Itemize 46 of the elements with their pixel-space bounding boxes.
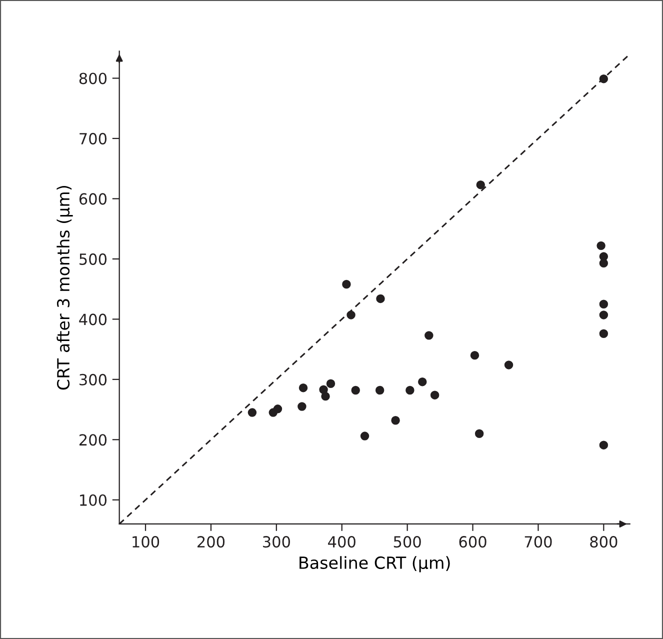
- y-tick-label: 500: [80, 253, 107, 265]
- point: [424, 331, 434, 340]
- point: [418, 377, 427, 386]
- point: [406, 386, 414, 395]
- point: [376, 294, 385, 304]
- x-tick-label: 400: [328, 536, 356, 548]
- point: [470, 350, 480, 360]
- y-tick-label: 100: [80, 494, 107, 506]
- point: [430, 390, 440, 400]
- point: [474, 429, 484, 438]
- point: [599, 258, 608, 268]
- y-axis-title: CRT after 3 months (µm): [56, 186, 73, 390]
- point: [476, 180, 485, 190]
- y-tick-label: 400: [79, 314, 107, 326]
- point: [298, 402, 306, 411]
- point: [326, 379, 336, 388]
- point: [391, 416, 400, 425]
- point: [599, 74, 608, 84]
- point: [273, 404, 282, 414]
- x-tick-label: 800: [590, 536, 618, 548]
- point: [298, 383, 308, 392]
- x-tick-label: 200: [198, 536, 225, 548]
- x-axis-title: Baseline CRT (µm): [300, 556, 450, 572]
- x-tick-label: 300: [263, 536, 290, 548]
- x-tick-label: 500: [394, 536, 421, 548]
- y-tick-label: 600: [79, 193, 107, 205]
- point: [596, 241, 606, 250]
- point: [248, 408, 257, 417]
- point: [375, 386, 384, 395]
- point: [346, 310, 356, 320]
- point: [599, 310, 608, 320]
- point: [351, 386, 360, 395]
- point: [599, 440, 608, 450]
- y-tick-label: 800: [79, 72, 107, 84]
- point: [599, 300, 608, 308]
- y-tick-label: 200: [79, 434, 107, 446]
- y-tick-label: 300: [80, 374, 107, 386]
- point: [599, 329, 608, 338]
- x-tick-label: 600: [459, 536, 486, 548]
- point: [360, 432, 370, 440]
- point: [321, 392, 330, 401]
- x-tick-label: 100: [132, 536, 160, 548]
- y-tick-label: 700: [80, 132, 107, 144]
- x-tick-label: 700: [524, 536, 552, 548]
- point: [342, 280, 351, 289]
- point: [504, 360, 514, 370]
